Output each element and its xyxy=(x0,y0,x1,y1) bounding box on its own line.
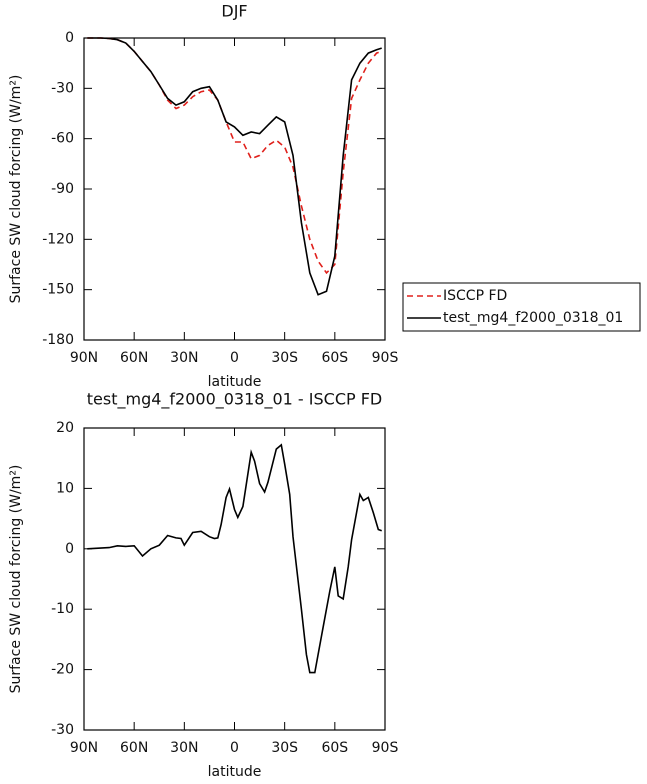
chart-title: DJF xyxy=(221,2,247,21)
y-tick-label: -120 xyxy=(42,231,74,247)
x-tick-label: 60N xyxy=(120,740,148,756)
y-axis-label: Surface SW cloud forcing (W/m²) xyxy=(8,465,24,694)
x-tick-label: 0 xyxy=(230,350,239,366)
y-tick-label: -30 xyxy=(51,80,74,96)
y-tick-label: -60 xyxy=(51,131,74,147)
x-tick-label: 0 xyxy=(230,740,239,756)
x-axis-label: latitude xyxy=(208,374,262,390)
x-axis-label: latitude xyxy=(208,764,262,780)
x-tick-label: 30S xyxy=(271,350,298,366)
x-tick-label: 60S xyxy=(321,350,348,366)
y-tick-label: 0 xyxy=(65,30,74,46)
y-tick-label: -20 xyxy=(51,662,74,678)
x-tick-label: 30N xyxy=(170,350,198,366)
y-tick-label: -10 xyxy=(51,601,74,617)
legend-label: test_mg4_f2000_0318_01 xyxy=(443,310,623,326)
y-tick-label: -90 xyxy=(51,181,74,197)
x-tick-label: 90N xyxy=(70,740,98,756)
x-tick-label: 30N xyxy=(170,740,198,756)
x-tick-label: 90S xyxy=(372,350,399,366)
y-axis-label: Surface SW cloud forcing (W/m²) xyxy=(8,75,24,304)
plot-frame xyxy=(83,427,386,731)
y-tick-label: 0 xyxy=(65,541,74,557)
y-tick-label: -150 xyxy=(42,282,74,298)
x-tick-label: 60N xyxy=(120,350,148,366)
plot-frame xyxy=(83,37,386,341)
x-tick-label: 90N xyxy=(70,350,98,366)
chart-title: test_mg4_f2000_0318_01 - ISCCP FD xyxy=(87,390,383,410)
data-line xyxy=(87,443,382,674)
x-tick-label: 30S xyxy=(271,740,298,756)
y-tick-label: -30 xyxy=(51,722,74,738)
legend-box xyxy=(402,282,641,332)
data-line xyxy=(87,37,382,275)
y-tick-label: 10 xyxy=(56,480,74,496)
x-tick-label: 60S xyxy=(321,740,348,756)
data-line xyxy=(87,37,382,296)
y-tick-label: -180 xyxy=(42,332,74,348)
y-tick-label: 20 xyxy=(56,420,74,436)
x-tick-label: 90S xyxy=(372,740,399,756)
legend-label: ISCCP FD xyxy=(443,288,507,304)
